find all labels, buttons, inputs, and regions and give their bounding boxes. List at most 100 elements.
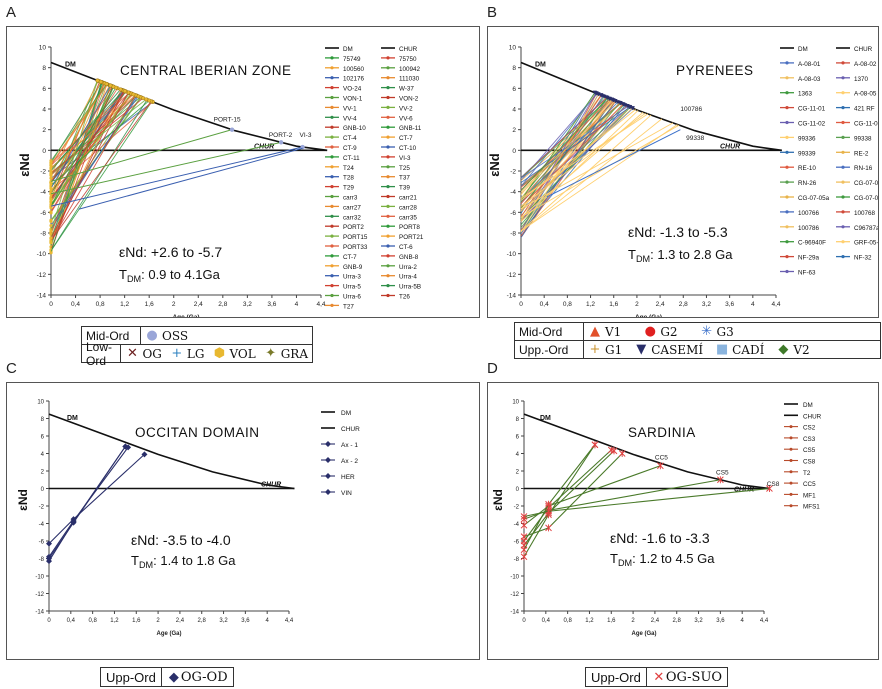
panel-title: OCCITAN DOMAIN	[135, 425, 260, 440]
x-tick-label: 3,6	[716, 618, 725, 624]
legend-marker	[386, 244, 390, 248]
evolution-line	[520, 114, 652, 232]
evolution-line	[50, 83, 105, 235]
key-b-row-label: Mid-Ord	[515, 323, 584, 340]
legend-entry: VON-2	[399, 96, 419, 103]
dm-label: DM	[67, 415, 78, 422]
y-axis-label: εNd	[16, 489, 30, 511]
x-tick-label: 2,8	[218, 301, 227, 308]
legend-marker	[330, 264, 334, 268]
chur-label: CHUR	[254, 143, 274, 150]
legend-entry: CG-07-01a	[854, 180, 878, 187]
x-tick-label: 1,6	[145, 301, 154, 308]
legend-marker	[330, 234, 334, 238]
panel-a-frame: 10 8 6 4 2 0 -2 -4 -6 -8 -10 -12 -14 0 0,4 0,8 1,2 1,6 2 2,…	[6, 26, 480, 321]
legend-entry: 100768	[854, 210, 876, 217]
legend-entry: 99339	[798, 150, 816, 157]
legend-marker	[785, 135, 789, 139]
legend-marker	[330, 76, 334, 80]
evolution-line	[50, 141, 282, 195]
x-tick-label: 4,4	[316, 301, 325, 308]
legend-marker	[325, 489, 331, 495]
x-tick-label: 0,4	[71, 301, 80, 308]
legend-marker	[386, 155, 390, 159]
key-b: Mid-Ord ▲ V1 ● G2 ✳ G3 Upp.-Ord + G1 ▼ CASEMÍ ■ CA…	[514, 322, 881, 359]
legend-marker	[386, 105, 390, 109]
key-b-text: V2	[793, 342, 810, 357]
legend-marker	[386, 214, 390, 218]
marker-icon: ✕	[126, 345, 138, 361]
x-tick-label: 2,8	[198, 618, 207, 624]
legend-entry: 102176	[343, 76, 365, 83]
evolution-line	[520, 118, 663, 232]
legend-entry: carr28	[399, 204, 417, 211]
panel-title: PYRENEES	[676, 63, 754, 78]
legend-entry: DM	[798, 46, 808, 53]
y-tick-label: -6	[510, 210, 516, 217]
y-tick-label: -4	[510, 189, 516, 196]
present-marker	[49, 169, 53, 173]
legend-entry: RN-26	[798, 180, 817, 187]
point-label: VI-3	[300, 132, 312, 139]
data-point	[591, 441, 599, 449]
legend-marker	[330, 284, 334, 288]
legend-entry: DM	[341, 410, 351, 417]
tdm-marker	[621, 102, 626, 107]
legend-marker	[325, 441, 331, 447]
legend-entry: CG-11-01	[798, 106, 826, 113]
legend-marker	[386, 165, 390, 169]
x-tick-label: 1,2	[120, 301, 129, 308]
key-b-item: ◆ V2	[776, 342, 810, 357]
key-b-text: V1	[605, 324, 622, 339]
y-tick-label: -2	[510, 169, 516, 176]
legend-entry: 75749	[343, 56, 361, 63]
legend-entry: carr35	[399, 214, 417, 221]
y-tick-label: -8	[40, 231, 46, 238]
legend-entry: RE-2	[854, 150, 869, 157]
legend-entry: T26	[399, 294, 410, 301]
series-t2	[523, 453, 623, 538]
tdm-marker	[605, 95, 610, 100]
evolution-line	[520, 112, 646, 207]
y-tick-label: 6	[41, 435, 45, 441]
legend-marker	[789, 481, 793, 485]
x-tick-label: 2,4	[194, 301, 203, 308]
legend-marker	[386, 175, 390, 179]
key-b-item: ✳ G3	[700, 324, 734, 339]
legend-entry: T37	[399, 175, 410, 182]
legend-marker	[789, 504, 793, 508]
x-tick-label: 0,4	[542, 618, 551, 624]
point-label: 99338	[686, 135, 704, 142]
legend-entry: DM	[343, 46, 353, 53]
legend-entry: CS3	[803, 436, 816, 443]
key-b-item: + G1	[588, 342, 623, 357]
y-tick-label: -10	[507, 251, 517, 258]
legend-entry: CHUR	[803, 413, 822, 420]
y-tick-label: -4	[39, 522, 45, 528]
legend-entry: CG-11-03	[854, 121, 878, 128]
evolution-line	[520, 97, 607, 233]
legend-entry: Urra-2	[399, 264, 417, 271]
x-tick-label: 4	[751, 301, 755, 308]
tdm-marker	[229, 127, 235, 132]
legend-entry: VIN	[341, 490, 352, 497]
legend-marker	[330, 224, 334, 228]
legend-marker	[841, 106, 845, 110]
legend-marker	[789, 492, 793, 496]
legend-entry: CC5	[803, 481, 816, 488]
legend-entry: GNB-9	[343, 264, 363, 271]
y-tick-label: 0	[42, 148, 46, 155]
legend-marker	[841, 61, 845, 65]
key-d-item: ✕ OG-SUO	[645, 668, 727, 686]
data-point	[545, 500, 552, 508]
y-tick-label: 2	[516, 470, 520, 476]
y-tick-label: 2	[41, 470, 45, 476]
legend-entry: 100766	[798, 210, 820, 217]
legend-entry: CT-4	[343, 135, 357, 142]
x-tick-label: 4	[295, 301, 299, 308]
legend-marker	[785, 91, 789, 95]
marker-icon: ●	[146, 327, 158, 343]
legend-marker	[330, 175, 334, 179]
legend-marker	[325, 473, 331, 479]
